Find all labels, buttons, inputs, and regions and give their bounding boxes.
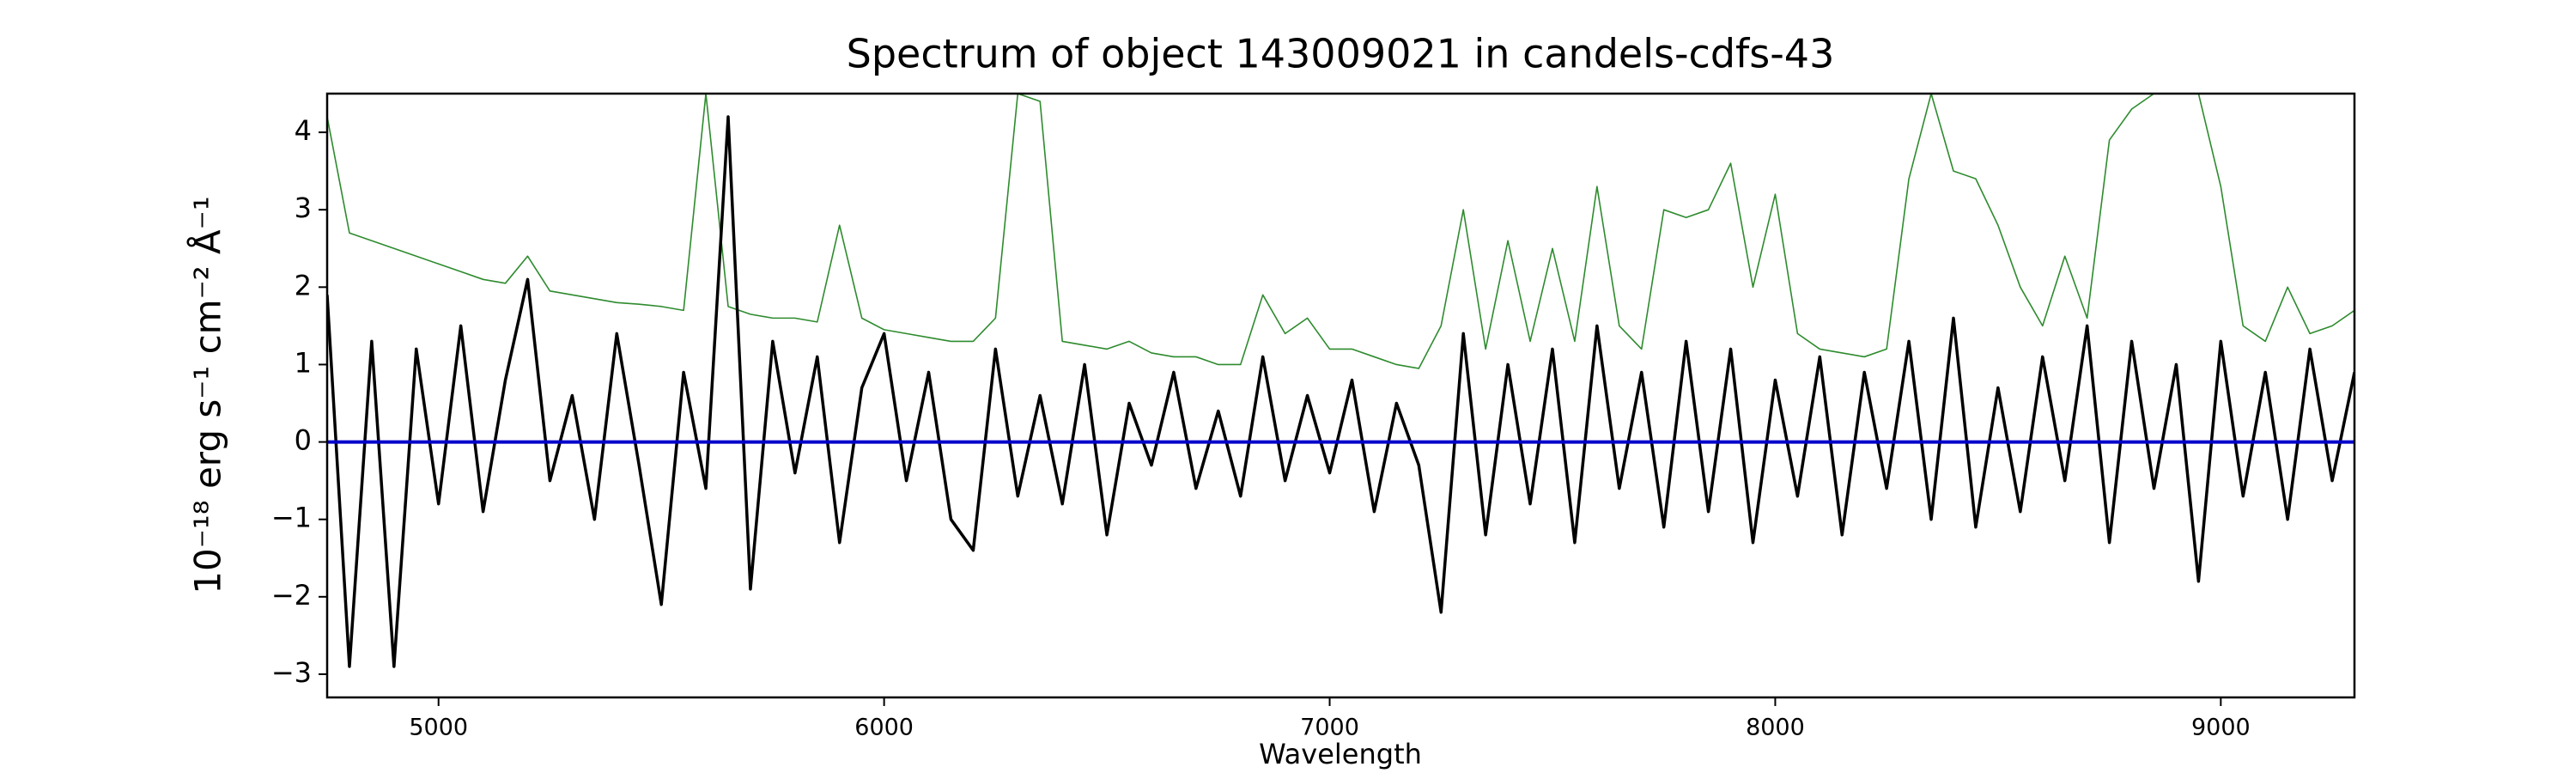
y-tick-label: 4 [295, 114, 312, 147]
y-axis-label: 10⁻¹⁸ erg s⁻¹ cm⁻² Å⁻¹ [186, 196, 229, 593]
y-tick-label: 3 [295, 192, 312, 224]
y-tick-label: 2 [295, 269, 312, 301]
x-tick-label: 6000 [854, 715, 914, 741]
x-axis-label: Wavelength [1259, 738, 1422, 770]
plot-area [327, 94, 2354, 668]
y-tick-label: −3 [271, 656, 312, 689]
spectrum-line [327, 94, 2354, 369]
y-tick-label: −2 [271, 579, 312, 612]
y-tick-label: 0 [295, 424, 312, 457]
x-tick-label: 8000 [1746, 715, 1805, 741]
y-tick-label: 1 [295, 346, 312, 379]
x-tick-label: 9000 [2191, 715, 2251, 741]
spectrum-line [327, 115, 2354, 668]
x-tick-label: 7000 [1300, 715, 1359, 741]
y-tick-label: −1 [271, 502, 312, 534]
x-tick-label: 5000 [409, 715, 468, 741]
plot-frame [325, 92, 2356, 699]
chart-title: Spectrum of object 143009021 in candels-… [847, 31, 1835, 77]
